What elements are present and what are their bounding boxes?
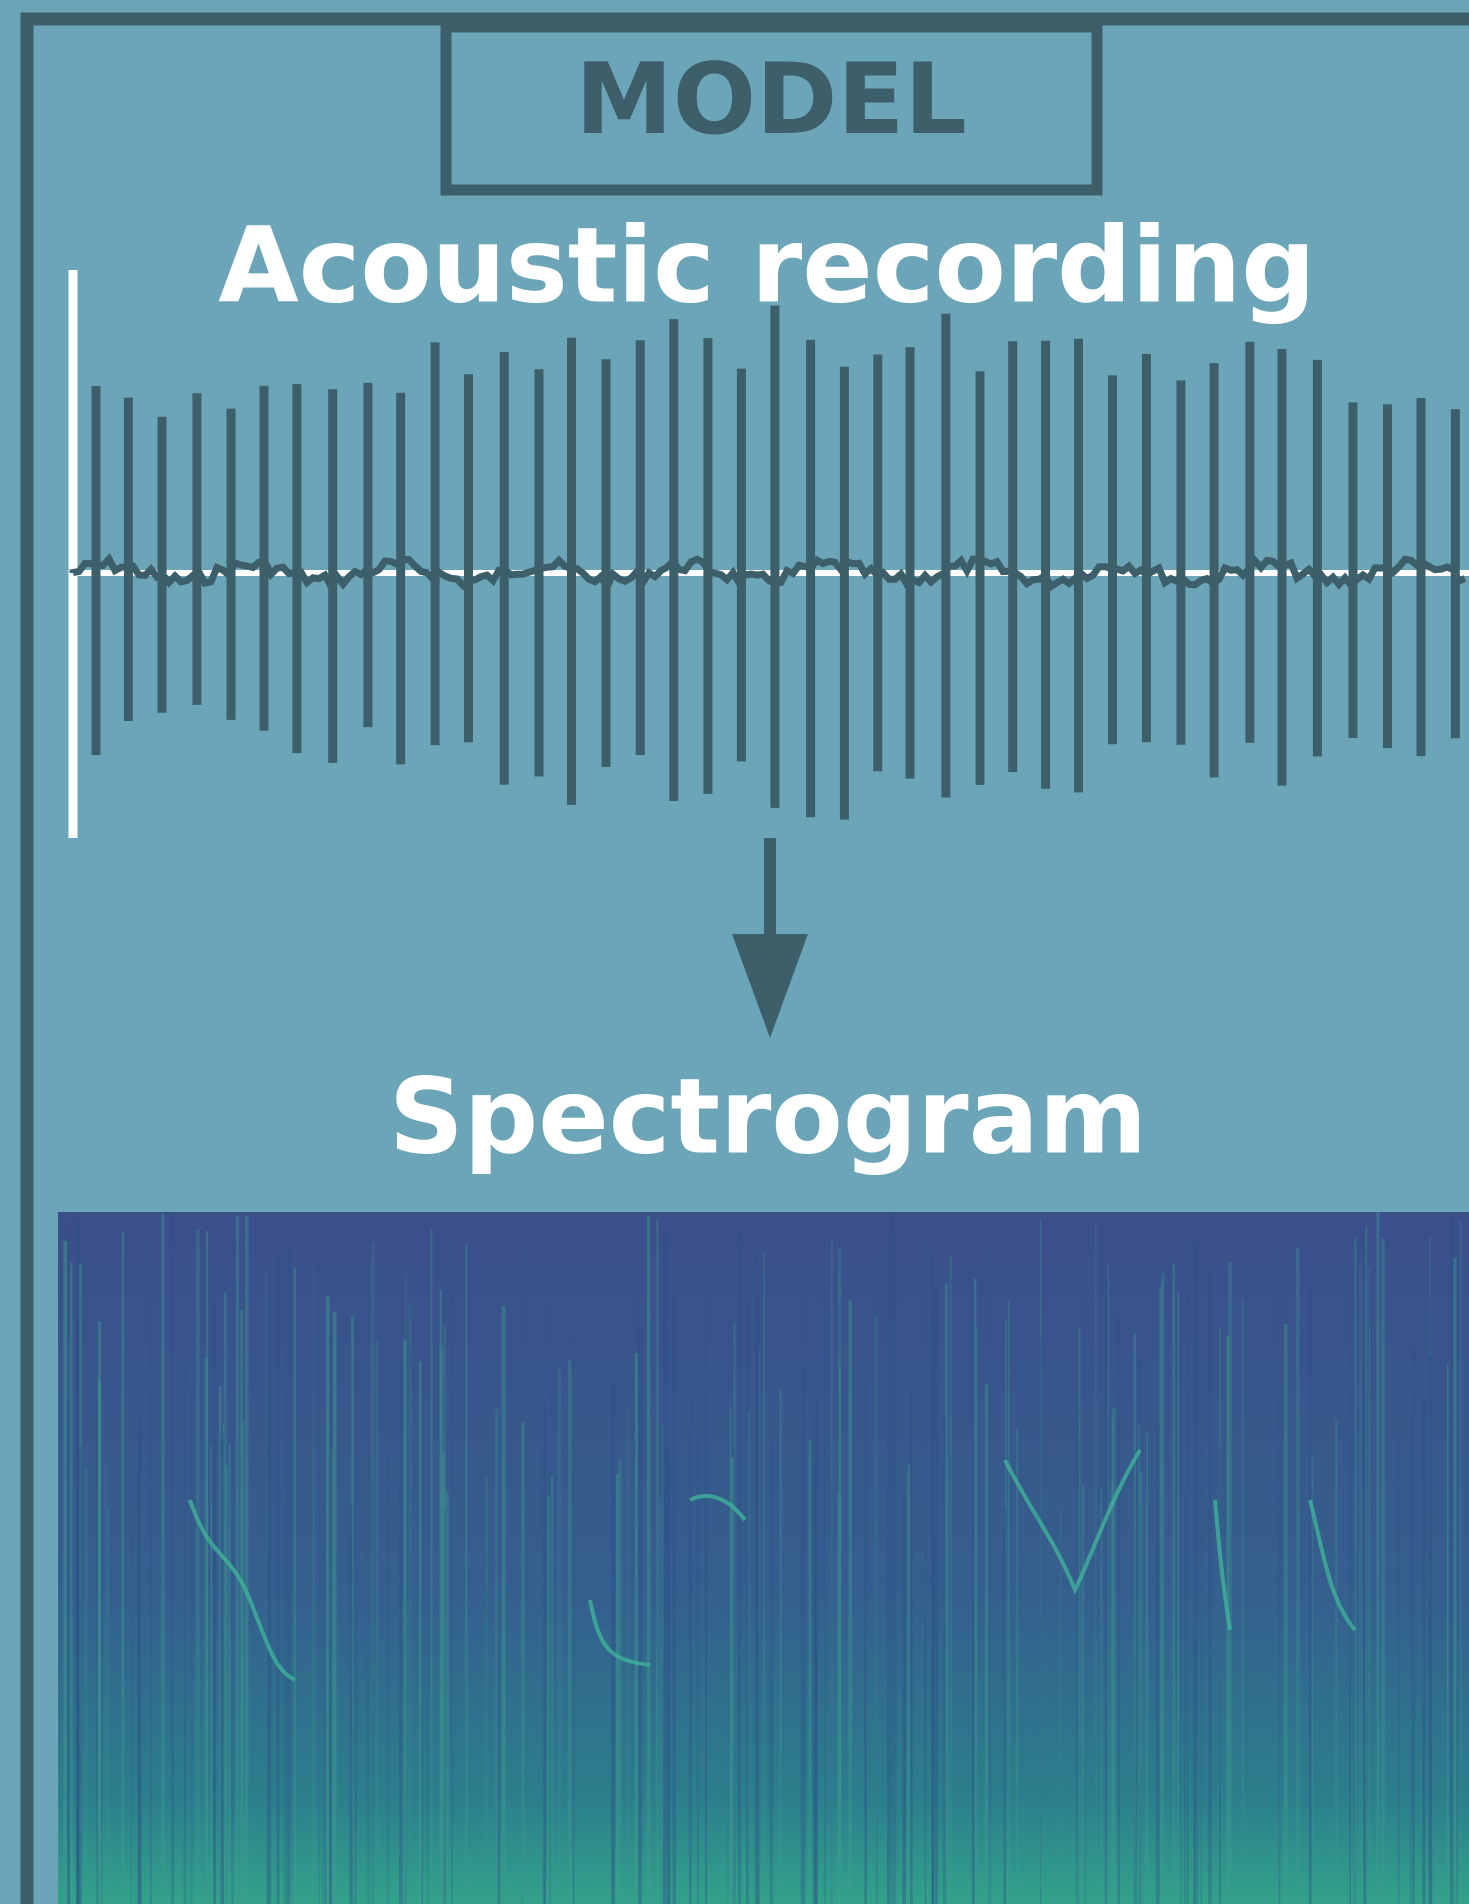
spec-call xyxy=(689,1494,747,1522)
arrow-shaft xyxy=(764,838,776,938)
arrow-head xyxy=(732,934,808,1038)
section-label: Spectrogram xyxy=(389,1055,1147,1177)
spectrogram-texture xyxy=(58,1212,1462,1904)
spec-call xyxy=(1003,1448,1142,1595)
spec-call xyxy=(1213,1499,1232,1631)
outer-frame xyxy=(20,12,1469,1904)
title: MODEL xyxy=(575,43,967,157)
spec-call xyxy=(1308,1499,1357,1632)
spec-call xyxy=(188,1499,296,1682)
title-box xyxy=(440,21,1103,196)
section-label: Acoustic recording xyxy=(218,204,1316,326)
spec-call xyxy=(588,1599,651,1667)
waveform xyxy=(69,305,1467,820)
spectrogram xyxy=(58,1212,1469,1904)
